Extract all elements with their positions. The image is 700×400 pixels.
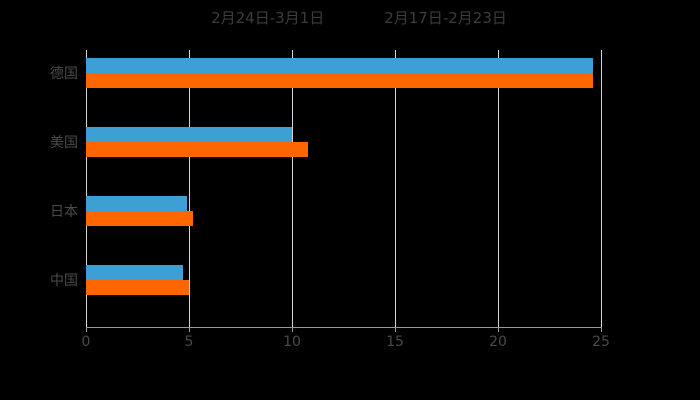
x-tick-mark-0 [86, 327, 87, 332]
plot-area: 0 5 10 15 20 25 [82, 50, 610, 350]
gridline-x-10 [292, 50, 293, 327]
gridline-x-5 [189, 50, 190, 327]
bar-中国-series-0[interactable] [86, 265, 183, 281]
legend-label-series-1: 2月17日-2月23日 [384, 8, 507, 27]
y-axis-line [86, 50, 87, 327]
bar-日本-series-0[interactable] [86, 196, 187, 212]
x-tick-mark-10 [292, 327, 293, 332]
bar-美国-series-0[interactable] [86, 126, 292, 142]
gridline-x-25 [601, 50, 602, 327]
category-label-中国: 中国 [50, 273, 78, 290]
category-label-日本: 日本 [50, 204, 78, 221]
x-tick-mark-20 [498, 327, 499, 332]
gridline-x-15 [395, 50, 396, 327]
x-tick-mark-25 [601, 327, 602, 332]
bar-中国-series-1[interactable] [86, 280, 189, 296]
x-tick-label-10: 10 [283, 334, 301, 350]
legend-marker-circle-icon [193, 13, 204, 24]
x-tick-mark-5 [189, 327, 190, 332]
chart-legend: 2月24日-3月1日 2月17日-2月23日 [0, 6, 700, 30]
bar-德国-series-0[interactable] [86, 57, 593, 73]
x-axis-line [86, 327, 602, 328]
x-tick-label-5: 5 [184, 334, 194, 350]
bar-美国-series-1[interactable] [86, 141, 309, 157]
legend-label-series-0: 2月24日-3月1日 [211, 8, 325, 27]
bar-日本-series-1[interactable] [86, 211, 194, 227]
x-tick-label-20: 20 [489, 334, 507, 350]
x-tick-mark-15 [395, 327, 396, 332]
gridline-x-20 [498, 50, 499, 327]
category-label-德国: 德国 [50, 65, 78, 82]
bar-德国-series-1[interactable] [86, 72, 593, 88]
legend-marker-square-icon [366, 13, 377, 24]
x-tick-label-15: 15 [386, 334, 404, 350]
legend-item-series-0[interactable]: 2月24日-3月1日 [193, 8, 325, 27]
category-label-美国: 美国 [50, 134, 78, 151]
x-tick-label-0: 0 [81, 334, 91, 350]
legend-item-series-1[interactable]: 2月17日-2月23日 [366, 8, 507, 27]
x-tick-label-25: 25 [592, 334, 610, 350]
